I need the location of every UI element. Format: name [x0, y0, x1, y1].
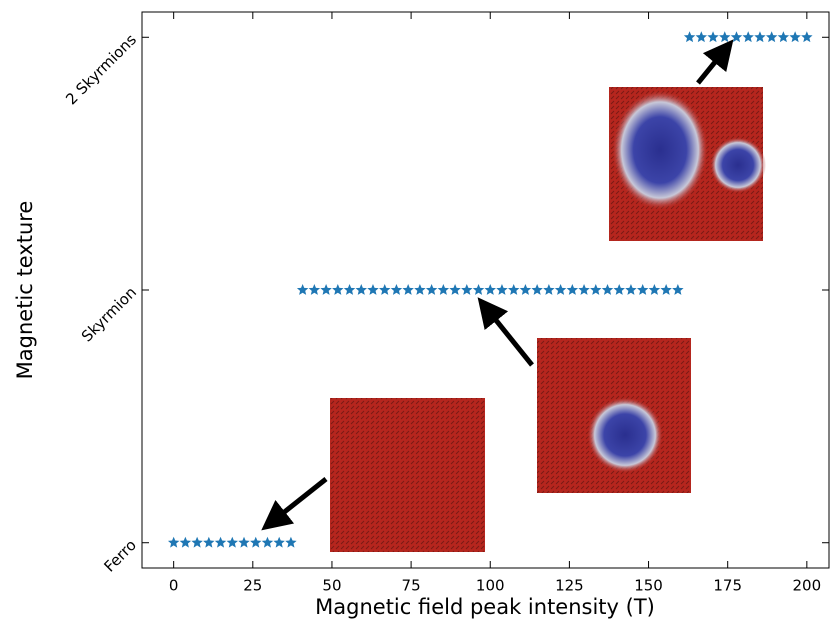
point [379, 284, 391, 295]
point [449, 284, 461, 295]
point [801, 31, 813, 43]
point [695, 31, 708, 43]
point [484, 284, 496, 295]
inset-skyrmion [537, 338, 691, 493]
point [296, 284, 309, 295]
x-tick-label: 150 [634, 577, 663, 595]
arrows [261, 39, 734, 531]
point [789, 31, 801, 43]
point [390, 284, 403, 295]
point [531, 284, 543, 295]
point [554, 284, 567, 295]
x-tick-label: 100 [476, 577, 505, 595]
point [625, 284, 637, 295]
x-tick-label: 175 [713, 577, 742, 595]
x-axis-label: Magnetic field peak intensity (T) [315, 595, 655, 619]
x-tick-label: 25 [243, 577, 262, 595]
point [191, 536, 203, 548]
point [402, 284, 414, 295]
point [261, 536, 274, 548]
point [461, 284, 473, 295]
point [496, 284, 508, 295]
x-tick-label: 0 [169, 577, 179, 595]
point [343, 284, 356, 295]
point [332, 284, 344, 295]
point [367, 284, 379, 295]
point [355, 284, 367, 295]
point [273, 536, 285, 548]
point [777, 31, 790, 43]
inset-two-skyrmions [609, 87, 766, 241]
point [660, 284, 672, 295]
point [578, 284, 590, 295]
inset-ferro [330, 398, 485, 552]
point [414, 284, 426, 295]
point [508, 284, 520, 295]
point [320, 284, 332, 295]
y-tick-label: Skyrmion [78, 283, 140, 345]
point [648, 284, 661, 295]
point [601, 284, 614, 295]
x-tick-label: 75 [402, 577, 421, 595]
point [754, 31, 766, 43]
x-tick-label: 50 [322, 577, 341, 595]
point [425, 284, 438, 295]
point [742, 31, 754, 43]
point [730, 31, 743, 43]
point [167, 536, 180, 548]
point [566, 284, 579, 295]
point [285, 536, 297, 548]
point [683, 31, 696, 43]
point [214, 536, 227, 548]
x-tick-label: 200 [793, 577, 822, 595]
point [543, 284, 555, 295]
point [719, 31, 731, 43]
point [238, 536, 250, 548]
point [179, 536, 192, 548]
point [250, 536, 262, 548]
point [636, 284, 649, 295]
point [437, 284, 450, 295]
point [613, 284, 625, 295]
y-tick-label: 2 Skyrmions [62, 30, 140, 108]
point [472, 284, 485, 295]
y-axis-label: Magnetic texture [13, 201, 37, 380]
point [707, 31, 719, 43]
point [519, 284, 532, 295]
point [765, 31, 778, 43]
point [203, 536, 215, 548]
point [672, 284, 684, 295]
point [226, 536, 238, 548]
x-tick-label: 125 [555, 577, 584, 595]
point [590, 284, 602, 295]
y-tick-label: Ferro [100, 536, 140, 576]
point [308, 284, 321, 295]
